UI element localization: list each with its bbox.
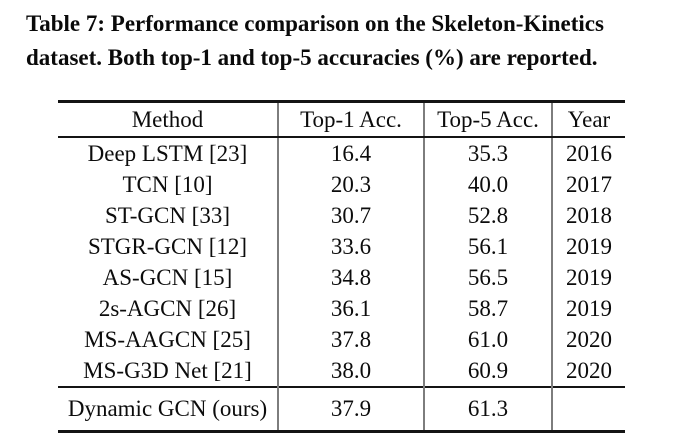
table-row-ours: Dynamic GCN (ours) 37.9 61.3 — [58, 386, 625, 432]
top5-cell: 60.9 — [423, 355, 552, 387]
method-cell: ST-GCN [33] — [104, 202, 231, 228]
top1-cell: 37.8 — [277, 324, 424, 355]
caption-line: dataset. Both top-1 and top-5 accuracies… — [26, 45, 598, 70]
top1-cell: 30.7 — [277, 200, 424, 231]
table-row: MS-AAGCN [25] 37.8 61.0 2020 — [58, 324, 625, 355]
method-cell: 2s-AGCN [26] — [98, 295, 237, 321]
year-cell: 2017 — [551, 169, 625, 200]
top5-cell: 56.5 — [423, 262, 552, 293]
top1-cell: 37.9 — [277, 386, 424, 432]
table-caption: Table 7: Performance comparison on the S… — [26, 7, 604, 75]
year-cell: 2019 — [551, 231, 625, 262]
header-row: Method Top-1 Acc. Top-5 Acc. Year — [58, 101, 625, 138]
year-cell — [551, 386, 625, 432]
method-cell: Dynamic GCN (ours) — [58, 386, 278, 432]
year-cell: 2020 — [551, 324, 625, 355]
method-cell: AS-GCN [15] — [102, 264, 233, 290]
results-table: Method Top-1 Acc. Top-5 Acc. Year Deep L… — [58, 100, 625, 433]
top1-cell: 34.8 — [277, 262, 424, 293]
top1-cell: 20.3 — [277, 169, 424, 200]
method-cell: Deep LSTM [23] — [87, 140, 248, 166]
table-row: 2s-AGCN [26] 36.1 58.7 2019 — [58, 293, 625, 324]
year-cell: 2018 — [551, 200, 625, 231]
table-row: Deep LSTM [23] 16.4 35.3 2016 — [58, 137, 625, 169]
column-header-top1: Top-1 Acc. — [277, 101, 424, 138]
table-row: MS-G3D Net [21] 38.0 60.9 2020 — [58, 355, 625, 387]
year-cell: 2016 — [551, 137, 625, 169]
top5-cell: 58.7 — [423, 293, 552, 324]
year-cell: 2019 — [551, 293, 625, 324]
year-cell: 2020 — [551, 355, 625, 387]
top1-cell: 16.4 — [277, 137, 424, 169]
top1-cell: 36.1 — [277, 293, 424, 324]
top5-cell: 56.1 — [423, 231, 552, 262]
table-row: STGR-GCN [12] 33.6 56.1 2019 — [58, 231, 625, 262]
top5-cell: 40.0 — [423, 169, 552, 200]
year-cell: 2019 — [551, 262, 625, 293]
table-row: ST-GCN [33] 30.7 52.8 2018 — [58, 200, 625, 231]
table-row: AS-GCN [15] 34.8 56.5 2019 — [58, 262, 625, 293]
column-header-year: Year — [551, 101, 625, 138]
method-cell: MS-G3D Net [21] — [83, 357, 252, 383]
method-cell: STGR-GCN [12] — [87, 233, 248, 259]
table-row: TCN [10] 20.3 40.0 2017 — [58, 169, 625, 200]
top5-cell: 35.3 — [423, 137, 552, 169]
top1-cell: 33.6 — [277, 231, 424, 262]
top5-cell: 61.0 — [423, 324, 552, 355]
top5-cell: 61.3 — [423, 386, 552, 432]
top5-cell: 52.8 — [423, 200, 552, 231]
caption-line: Table 7: Performance comparison on the S… — [26, 11, 604, 36]
column-header-method: Method — [58, 101, 278, 138]
method-cell: MS-AAGCN [25] — [84, 326, 251, 352]
table-body: Deep LSTM [23] 16.4 35.3 2016 TCN [10] 2… — [58, 137, 625, 387]
method-cell: TCN [10] — [122, 171, 213, 197]
column-header-top5: Top-5 Acc. — [423, 101, 552, 138]
top1-cell: 38.0 — [277, 355, 424, 387]
ours-row-section: Dynamic GCN (ours) 37.9 61.3 — [58, 386, 625, 432]
table-header: Method Top-1 Acc. Top-5 Acc. Year — [58, 101, 625, 138]
